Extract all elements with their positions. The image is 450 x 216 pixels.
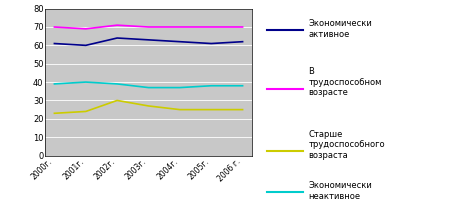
Text: Экономически
неактивное: Экономически неактивное	[308, 181, 372, 201]
Text: Экономически
активное: Экономически активное	[308, 19, 372, 39]
Text: В
трудоспособном
возрасте: В трудоспособном возрасте	[308, 67, 382, 97]
Text: Старше
трудоспособного
возраста: Старше трудоспособного возраста	[308, 130, 385, 160]
